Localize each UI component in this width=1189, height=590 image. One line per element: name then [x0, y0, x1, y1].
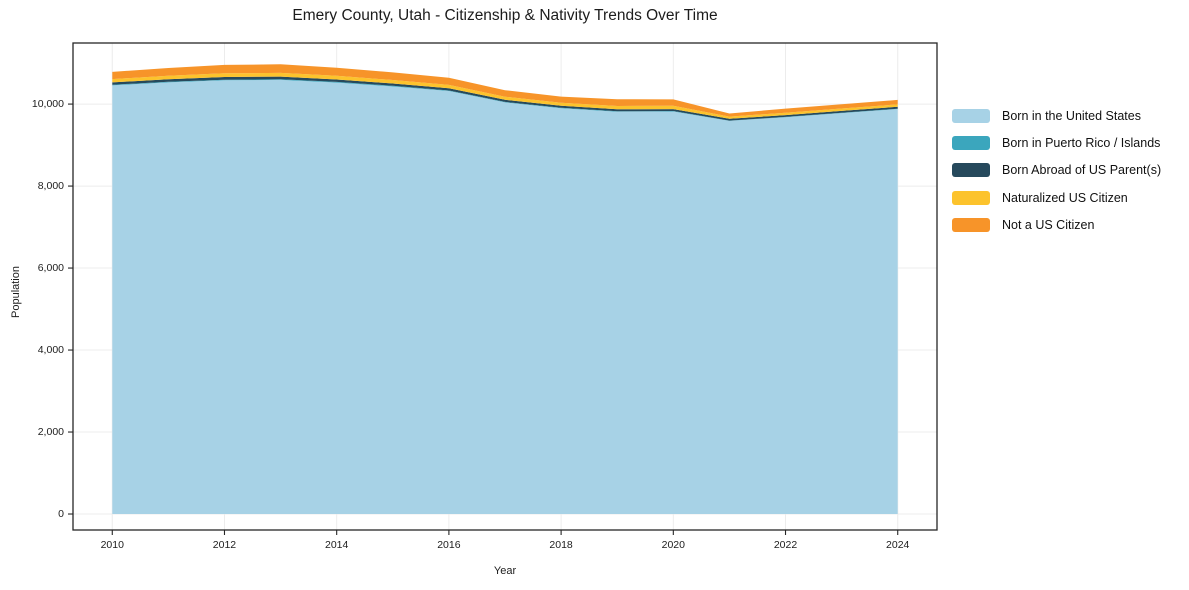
legend-swatch [952, 108, 990, 123]
legend-swatch [952, 190, 990, 205]
area-not-a-us-citizen [112, 64, 898, 117]
legend-label: Born in Puerto Rico / Islands [1002, 136, 1161, 151]
legend-item: Born in the United States [952, 102, 1161, 129]
x-tick-label: 2018 [549, 539, 573, 551]
legend-item: Born Abroad of US Parent(s) [952, 157, 1161, 184]
x-tick-label: 2020 [661, 539, 685, 551]
x-tick-label: 2016 [437, 539, 461, 551]
legend-item: Not a US Citizen [952, 212, 1161, 239]
y-tick-label: 2,000 [37, 425, 64, 438]
legend-item: Naturalized US Citizen [952, 184, 1161, 211]
plot-border [72, 42, 938, 531]
x-axis-label: Year [493, 565, 517, 577]
x-tick-label: 2022 [773, 539, 798, 551]
y-axis-label: Population [10, 266, 22, 318]
legend-swatch [952, 218, 990, 233]
x-tick-label: 2010 [100, 539, 124, 551]
chart-title: Emery County, Utah - Citizenship & Nativ… [292, 7, 718, 24]
y-tick-label: 8,000 [37, 179, 64, 192]
legend: Born in the United States Born in Puerto … [952, 102, 1161, 239]
legend-item: Born in Puerto Rico / Islands [952, 129, 1161, 156]
y-tick-label: 6,000 [37, 261, 64, 274]
legend-label: Born in the United States [1002, 108, 1141, 123]
x-tick-label: 2012 [212, 539, 237, 551]
legend-label: Naturalized US Citizen [1002, 190, 1128, 205]
x-tick-label: 2014 [325, 539, 349, 551]
area-born-in-the-united-states [112, 79, 898, 515]
y-tick-label: 0 [58, 507, 64, 520]
x-tick-label: 2024 [886, 539, 910, 551]
legend-swatch [952, 136, 990, 151]
legend-swatch [952, 163, 990, 178]
legend-label: Born Abroad of US Parent(s) [1002, 163, 1162, 178]
area-naturalized-us-citizen [112, 72, 898, 119]
y-tick-label: 4,000 [37, 343, 64, 356]
legend-label: Not a US Citizen [1002, 218, 1095, 233]
y-tick-label: 10,000 [31, 97, 64, 110]
